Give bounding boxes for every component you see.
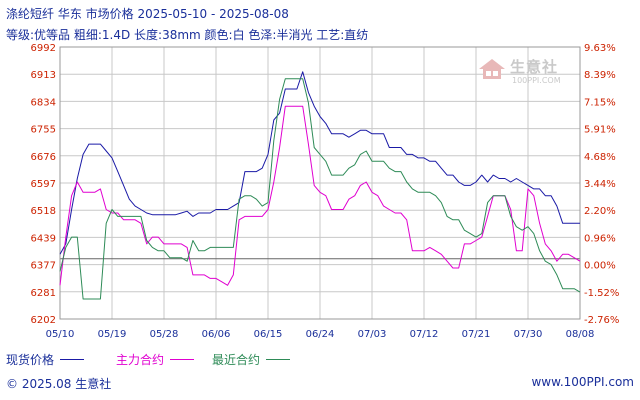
y-tick-label: 6518 bbox=[31, 206, 56, 217]
y-tick-label: 6755 bbox=[31, 125, 56, 136]
x-tick-label: 08/08 bbox=[566, 329, 595, 340]
legend-item-recent-contract: 最近合约 bbox=[212, 351, 291, 368]
x-tick-label: 07/21 bbox=[462, 329, 491, 340]
legend-swatch-recent-contract bbox=[266, 359, 291, 360]
legend-label-main-contract: 主力合约 bbox=[116, 353, 165, 367]
chart-title: 涤纶短纤 华东 市场价格 2025-05-10 - 2025-08-08 bbox=[6, 7, 289, 21]
x-tick-label: 07/12 bbox=[410, 329, 439, 340]
y2-tick-label: 2.20% bbox=[584, 206, 616, 217]
x-tick-label: 06/24 bbox=[306, 329, 335, 340]
y-tick-label: 6202 bbox=[31, 315, 56, 326]
y2-tick-label: 0.96% bbox=[584, 233, 616, 244]
x-tick-label: 07/30 bbox=[514, 329, 543, 340]
y-tick-label: 6439 bbox=[31, 233, 56, 244]
watermark-url: 100PPI.COM bbox=[512, 76, 561, 85]
y2-tick-label: -2.76% bbox=[584, 315, 619, 326]
y-tick-label: 6834 bbox=[31, 97, 56, 108]
y2-tick-label: 0.00% bbox=[584, 261, 616, 272]
chart-subtitle: 等级:优等品 粗细:1.4D 长度:38mm 颜色:白 色泽:半消光 工艺:直纺 bbox=[6, 28, 369, 42]
watermark-brand: 生意社 bbox=[510, 58, 559, 76]
x-tick-label: 05/19 bbox=[98, 329, 127, 340]
y-tick-label: 6281 bbox=[31, 288, 56, 299]
x-tick-label: 06/15 bbox=[254, 329, 283, 340]
watermark-logo: 生意社 100PPI.COM bbox=[478, 56, 598, 94]
legend-swatch-main-contract bbox=[170, 359, 195, 360]
y2-tick-label: 5.91% bbox=[584, 125, 616, 136]
x-tick-label: 06/06 bbox=[202, 329, 231, 340]
y2-tick-label: -1.52% bbox=[584, 288, 619, 299]
series-line-recent-contract bbox=[59, 78, 581, 300]
y2-tick-label: 9.63% bbox=[584, 43, 616, 54]
y-tick-label: 6377 bbox=[31, 261, 56, 272]
x-tick-label: 05/28 bbox=[150, 329, 179, 340]
x-tick-label: 07/03 bbox=[358, 329, 387, 340]
legend-item-main-contract: 主力合约 bbox=[116, 351, 195, 368]
y2-tick-label: 8.39% bbox=[584, 70, 616, 81]
y2-tick-label: 7.15% bbox=[584, 97, 616, 108]
y-tick-label: 6597 bbox=[31, 179, 56, 190]
y-tick-label: 6913 bbox=[31, 70, 56, 81]
legend-swatch-spot bbox=[60, 359, 85, 360]
legend-label-recent-contract: 最近合约 bbox=[212, 353, 261, 367]
house-icon bbox=[479, 59, 505, 79]
series-line-spot bbox=[59, 71, 580, 255]
y-tick-label: 6992 bbox=[31, 43, 56, 54]
y2-tick-label: 3.44% bbox=[584, 179, 616, 190]
site-link[interactable]: www.100PPI.com bbox=[531, 375, 634, 389]
copyright-text: © 2025.08 生意社 bbox=[6, 377, 112, 391]
footer: © 2025.08 生意社 www.100PPI.com bbox=[6, 375, 634, 392]
legend-label-spot: 现货价格 bbox=[6, 353, 55, 367]
y2-tick-label: 4.68% bbox=[584, 152, 616, 163]
plot-frame bbox=[59, 46, 581, 320]
x-tick-label: 05/10 bbox=[46, 329, 75, 340]
y-tick-label: 6676 bbox=[31, 152, 56, 163]
legend-item-spot: 现货价格 bbox=[6, 351, 85, 368]
